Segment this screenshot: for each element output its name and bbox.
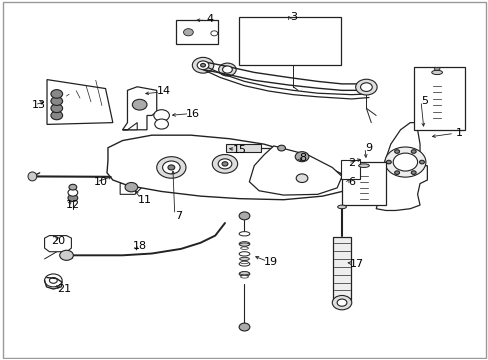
Ellipse shape [239, 272, 249, 276]
Text: 14: 14 [157, 86, 171, 96]
Ellipse shape [239, 272, 249, 275]
Ellipse shape [239, 252, 249, 256]
Bar [225, 144, 261, 152]
Text: 6: 6 [347, 177, 355, 187]
Circle shape [183, 29, 193, 36]
Circle shape [197, 61, 208, 69]
Circle shape [200, 63, 205, 67]
Circle shape [51, 97, 62, 105]
Polygon shape [249, 146, 341, 195]
Circle shape [154, 110, 169, 121]
Ellipse shape [239, 262, 249, 266]
Circle shape [384, 147, 425, 177]
Ellipse shape [337, 205, 346, 209]
Circle shape [360, 83, 371, 91]
Circle shape [192, 57, 213, 73]
Circle shape [68, 189, 78, 196]
Ellipse shape [240, 261, 248, 264]
Circle shape [295, 152, 308, 162]
Circle shape [222, 162, 227, 166]
Circle shape [392, 153, 417, 171]
Circle shape [239, 323, 249, 331]
Text: 15: 15 [232, 144, 246, 154]
Text: 2: 2 [347, 158, 355, 168]
Circle shape [69, 184, 77, 190]
Text: 16: 16 [186, 109, 200, 119]
Ellipse shape [433, 67, 439, 70]
Text: 13: 13 [32, 100, 46, 110]
Text: 8: 8 [299, 153, 306, 163]
Circle shape [212, 154, 237, 173]
Text: 18: 18 [132, 241, 146, 251]
Bar [332, 237, 350, 300]
Bar [341, 162, 385, 205]
Circle shape [419, 160, 424, 164]
Text: 21: 21 [57, 284, 71, 294]
Circle shape [51, 90, 62, 98]
Text: 9: 9 [365, 143, 372, 153]
Ellipse shape [240, 247, 248, 249]
Circle shape [162, 161, 180, 174]
Polygon shape [44, 235, 71, 252]
Circle shape [394, 150, 399, 153]
Ellipse shape [239, 242, 249, 246]
Ellipse shape [239, 257, 249, 261]
Bar [340, 159, 359, 179]
Ellipse shape [239, 243, 249, 246]
Polygon shape [122, 123, 137, 130]
Text: 17: 17 [349, 259, 363, 269]
Circle shape [410, 171, 415, 175]
Circle shape [386, 160, 390, 164]
Circle shape [218, 63, 236, 76]
Text: 20: 20 [51, 236, 65, 246]
Circle shape [277, 145, 285, 151]
Circle shape [49, 278, 57, 283]
Circle shape [51, 104, 62, 113]
Bar [176, 21, 217, 44]
Circle shape [125, 183, 138, 192]
Bar [413, 67, 465, 130]
Circle shape [60, 250, 73, 260]
Polygon shape [47, 80, 113, 125]
Ellipse shape [431, 70, 442, 75]
Circle shape [239, 212, 249, 220]
Text: 5: 5 [421, 96, 427, 106]
Polygon shape [120, 180, 142, 194]
Circle shape [410, 150, 415, 153]
Circle shape [394, 171, 399, 175]
Polygon shape [122, 87, 157, 130]
Circle shape [68, 194, 78, 202]
Circle shape [155, 119, 168, 129]
Circle shape [167, 165, 174, 170]
Circle shape [222, 66, 232, 73]
Circle shape [44, 274, 62, 287]
Text: 12: 12 [66, 200, 80, 210]
Polygon shape [107, 135, 351, 200]
Polygon shape [375, 123, 427, 211]
Text: 1: 1 [455, 129, 462, 138]
Ellipse shape [28, 172, 37, 181]
Text: 19: 19 [264, 257, 278, 267]
Ellipse shape [239, 231, 249, 236]
Circle shape [336, 299, 346, 306]
Text: 7: 7 [175, 211, 182, 221]
Text: 3: 3 [289, 12, 296, 22]
Circle shape [132, 99, 147, 110]
Ellipse shape [240, 275, 248, 278]
Circle shape [355, 79, 376, 95]
Circle shape [51, 111, 62, 120]
Circle shape [157, 157, 185, 178]
Text: 10: 10 [94, 177, 107, 187]
Circle shape [296, 174, 307, 183]
Circle shape [331, 296, 351, 310]
Circle shape [218, 159, 231, 169]
Bar [238, 17, 340, 65]
Text: 4: 4 [206, 14, 213, 24]
Text: 11: 11 [137, 195, 151, 205]
Ellipse shape [358, 164, 368, 167]
